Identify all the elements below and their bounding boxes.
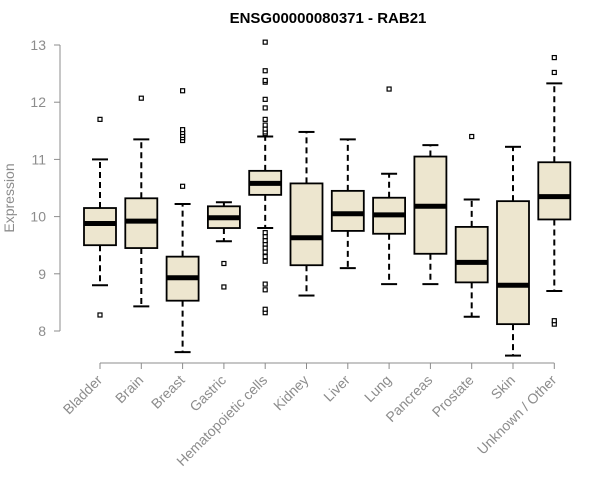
iqr-box — [454, 225, 489, 284]
outlier-point — [221, 284, 227, 290]
iqr-box — [496, 200, 530, 326]
y-tick-label: 12 — [30, 94, 46, 110]
x-tick-label: Breast — [148, 372, 188, 412]
y-axis: 8 9 10 11 12 13 — [30, 37, 61, 339]
box-liver — [330, 138, 365, 270]
outlier-point — [551, 54, 557, 61]
outlier-point — [180, 88, 186, 94]
y-tick-label: 8 — [38, 323, 46, 339]
box-breast — [165, 88, 200, 354]
outlier-point — [262, 281, 268, 287]
outlier-point — [262, 126, 268, 132]
box-series — [83, 39, 572, 357]
outlier-point — [97, 116, 103, 122]
outlier-point — [97, 312, 103, 318]
chart-title: ENSG00000080371 - RAB21 — [230, 10, 427, 27]
box-pancreas — [413, 144, 448, 286]
outlier-point — [262, 287, 268, 293]
outlier-point — [138, 95, 144, 101]
x-tick-label: Skin — [488, 372, 519, 403]
box-kidney — [289, 130, 324, 297]
outlier-point — [180, 127, 186, 133]
outlier-point — [262, 96, 268, 102]
y-axis-label: Expression — [1, 163, 17, 232]
iqr-box — [537, 161, 572, 221]
outlier-point — [262, 249, 268, 255]
outlier-point — [262, 254, 268, 260]
x-tick-label: Prostate — [429, 372, 477, 420]
box-prostate — [454, 133, 489, 318]
x-tick-label: Kidney — [270, 372, 312, 414]
iqr-box — [289, 182, 324, 267]
outlier-point — [262, 234, 268, 240]
y-tick-label: 11 — [31, 151, 46, 167]
outlier-point — [386, 86, 392, 92]
y-tick-label: 9 — [38, 266, 46, 282]
box-hematopoietic-cells — [248, 39, 283, 316]
outlier-point — [221, 260, 227, 267]
y-tick-label: 10 — [30, 209, 46, 225]
outlier-point — [180, 183, 186, 189]
outlier-point — [262, 122, 268, 128]
box-gastric — [206, 201, 241, 290]
x-tick-label: Liver — [320, 372, 353, 405]
box-brain — [124, 95, 159, 308]
outlier-point — [262, 238, 268, 244]
box-skin — [496, 145, 530, 357]
x-tick-label: Lung — [361, 372, 394, 405]
y-tick-label: 13 — [30, 37, 46, 53]
outlier-point — [262, 105, 268, 111]
outlier-point — [551, 318, 557, 324]
box-bladder — [83, 116, 117, 318]
outlier-point — [262, 245, 268, 251]
x-tick-label: Brain — [112, 372, 146, 406]
outlier-point — [262, 306, 268, 312]
outlier-point — [262, 68, 268, 74]
outlier-point — [262, 77, 268, 84]
outlier-point — [551, 69, 557, 76]
iqr-box — [83, 207, 117, 247]
box-lung — [372, 86, 407, 286]
outlier-point — [262, 258, 268, 264]
x-tick-label: Bladder — [60, 372, 106, 418]
outlier-point — [262, 39, 268, 45]
outlier-point — [262, 116, 268, 122]
outlier-point — [469, 133, 475, 140]
box-unknown-other — [537, 54, 572, 327]
iqr-box — [330, 189, 365, 232]
outlier-point — [262, 230, 268, 236]
